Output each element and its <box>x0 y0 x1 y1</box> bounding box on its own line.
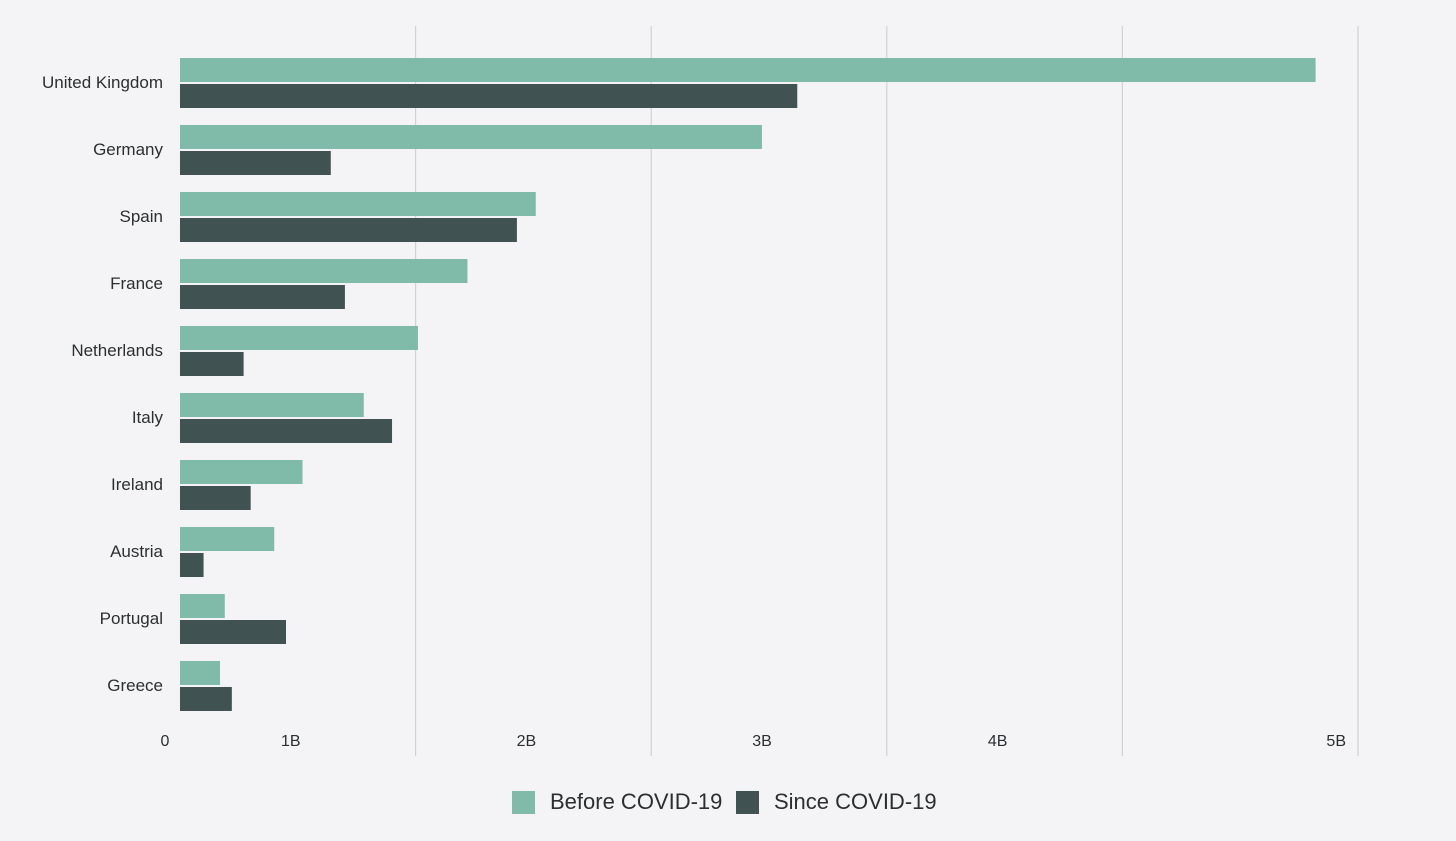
legend-swatch-before <box>512 791 535 814</box>
bars <box>180 58 1316 711</box>
x-tick-label-2: 2B <box>517 733 537 750</box>
bar-greece-since <box>180 687 232 711</box>
bar-greece-before <box>180 661 221 685</box>
legend: Before COVID-19 Since COVID-19 <box>512 789 937 814</box>
category-label-germany: Germany <box>93 140 163 159</box>
bar-ireland-since <box>180 486 251 510</box>
legend-label-before: Before COVID-19 <box>550 789 722 814</box>
bar-germany-before <box>180 125 762 149</box>
bar-italy-since <box>180 419 393 443</box>
category-label-spain: Spain <box>120 207 163 226</box>
bar-united-kingdom-before <box>180 58 1316 82</box>
x-axis-tick-labels: 0 1B 2B 3B 4B 5B <box>161 733 1346 750</box>
bar-netherlands-before <box>180 326 418 350</box>
x-tick-label-0: 0 <box>161 733 170 750</box>
category-label-united-kingdom: United Kingdom <box>42 73 163 92</box>
bar-austria-before <box>180 527 275 551</box>
bar-spain-before <box>180 192 536 216</box>
bar-portugal-since <box>180 620 287 644</box>
bar-france-since <box>180 285 345 309</box>
category-label-ireland: Ireland <box>111 475 163 494</box>
bar-italy-before <box>180 393 364 417</box>
category-label-greece: Greece <box>107 676 163 695</box>
x-tick-label-4: 4B <box>988 733 1008 750</box>
bar-france-before <box>180 259 468 283</box>
category-label-netherlands: Netherlands <box>71 341 163 360</box>
category-label-italy: Italy <box>132 408 164 427</box>
bar-austria-since <box>180 553 204 577</box>
category-label-austria: Austria <box>110 542 163 561</box>
bar-spain-since <box>180 218 517 242</box>
legend-label-since: Since COVID-19 <box>774 789 937 814</box>
x-tick-label-1: 1B <box>281 733 301 750</box>
category-label-france: France <box>110 274 163 293</box>
legend-swatch-since <box>736 791 759 814</box>
bar-germany-since <box>180 151 331 175</box>
category-labels: United Kingdom Germany Spain France Netherla… <box>42 73 164 695</box>
bar-netherlands-since <box>180 352 244 376</box>
bar-portugal-before <box>180 594 225 618</box>
category-label-portugal: Portugal <box>100 609 163 628</box>
x-tick-label-3: 3B <box>752 733 772 750</box>
x-tick-label-5: 5B <box>1326 733 1346 750</box>
bar-united-kingdom-since <box>180 84 798 108</box>
bar-ireland-before <box>180 460 303 484</box>
